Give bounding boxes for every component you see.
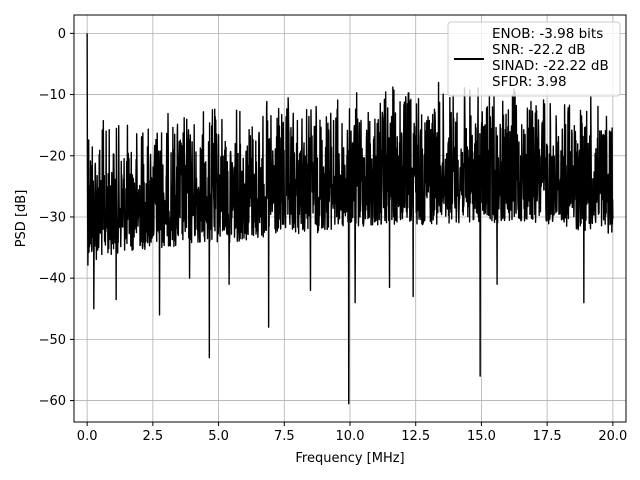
legend-box [447,21,621,97]
y-tick-label: −20 [39,149,66,164]
x-tick-label: 7.5 [274,429,295,444]
y-axis-label: PSD [dB] [14,190,29,248]
y-tick-label: −50 [39,333,66,348]
x-tick-label: 10.0 [336,429,365,444]
y-axis-ticks: 0 −10 −20 −30 −40 −50 −60 [39,27,74,409]
x-axis-ticks: 0.0 2.5 5.0 7.5 10.0 12.5 15.0 17.5 20.0 [77,422,627,444]
y-tick-label: 0 [58,27,66,42]
x-tick-label: 15.0 [467,429,496,444]
x-tick-label: 2.5 [143,429,164,444]
legend: ENOB: -3.98 bits SNR: -22.2 dB SINAD: -2… [447,21,621,97]
plot-area [86,33,614,405]
x-tick-label: 12.5 [401,429,430,444]
y-tick-label: −60 [39,394,66,409]
y-tick-label: −30 [39,210,66,225]
y-tick-label: −10 [39,88,66,103]
legend-entry-enob: ENOB: -3.98 bits [492,26,603,42]
series-line [86,33,614,405]
legend-entry-sinad: SINAD: -22.22 dB [492,58,609,74]
y-tick-label: −40 [39,272,66,287]
x-tick-label: 17.5 [533,429,562,444]
legend-entry-sfdr: SFDR: 3.98 [492,74,567,90]
x-axis-label: Frequency [MHz] [295,451,404,466]
x-tick-label: 20.0 [598,429,627,444]
x-tick-label: 0.0 [77,429,98,444]
legend-entry-snr: SNR: -22.2 dB [492,42,586,58]
x-tick-label: 5.0 [208,429,229,444]
